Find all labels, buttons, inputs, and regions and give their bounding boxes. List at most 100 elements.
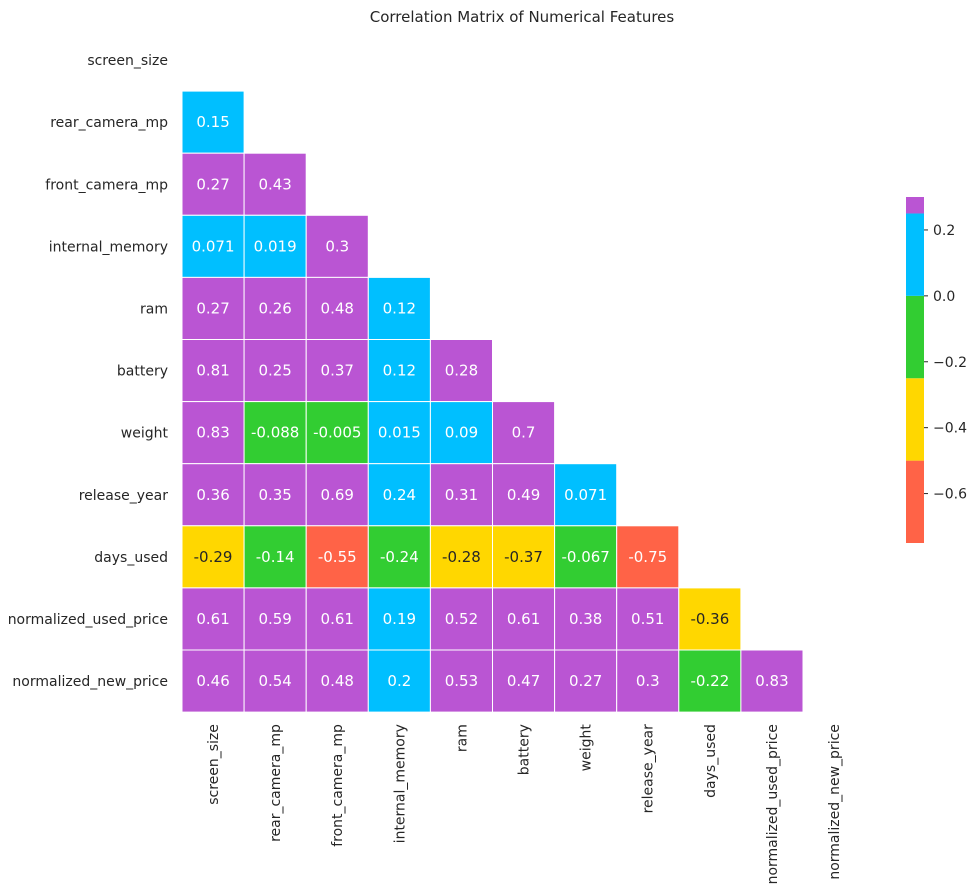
cell-value-label: 0.3 — [325, 237, 349, 255]
cell-value-label: 0.27 — [196, 175, 229, 193]
heatmap-cell-normalized-new-price-internal-memory — [367, 649, 431, 713]
cell-value-label: 0.36 — [196, 486, 229, 504]
cell-value-label: 0.019 — [254, 237, 297, 255]
heatmap-cell-normalized-new-price-days-used — [678, 649, 742, 713]
cell-value-label: 0.83 — [196, 424, 229, 442]
colorbar-segment — [906, 460, 924, 543]
cell-value-label: 0.38 — [569, 610, 602, 628]
cell-value-label: 0.25 — [258, 362, 291, 380]
cell-value-label: -0.067 — [561, 548, 609, 566]
row-label-internal-memory: internal_memory — [49, 239, 168, 255]
heatmap-cell-normalized-new-price-rear-camera-mp — [243, 649, 307, 713]
column-label-battery: battery — [517, 724, 533, 775]
heatmap-cell-normalized-new-price-normalized-used-price — [740, 649, 804, 713]
heatmap-cell-front-camera-mp-screen-size — [181, 152, 245, 216]
cell-value-label: 0.35 — [258, 486, 291, 504]
column-label-weight: weight — [579, 724, 595, 772]
cell-value-label: 0.27 — [569, 672, 602, 690]
cell-value-label: -0.088 — [251, 424, 299, 442]
cell-value-label: 0.12 — [383, 362, 416, 380]
row-label-screen-size: screen_size — [87, 53, 168, 69]
cell-value-label: 0.071 — [192, 237, 235, 255]
cell-value-label: 0.09 — [445, 424, 478, 442]
cell-value-label: 0.7 — [512, 424, 536, 442]
row-labels: screen_size rear_camera_mp front_camera_mp… — [8, 53, 169, 690]
heatmap-cell-weight-battery — [492, 401, 556, 465]
heatmap-cell-release-year-internal-memory — [367, 463, 431, 527]
colorbar-tick-label: −0.6 — [933, 487, 967, 503]
colorbar-segment — [906, 213, 924, 296]
cell-value-label: 0.54 — [258, 672, 291, 690]
row-label-rear-camera-mp: rear_camera_mp — [50, 115, 168, 131]
heatmap-cell-weight-screen-size — [181, 401, 245, 465]
column-label-screen-size: screen_size — [206, 724, 222, 805]
heatmap-cell-normalized-used-price-weight — [554, 587, 618, 651]
cell-value-label: 0.51 — [631, 610, 664, 628]
cell-value-label: 0.83 — [755, 672, 788, 690]
cell-value-label: 0.81 — [196, 362, 229, 380]
column-label-front-camera-mp: front_camera_mp — [330, 724, 346, 847]
colorbar-tick-label: −0.2 — [933, 355, 967, 371]
colorbar-segment — [906, 295, 924, 379]
colorbar-tick-label: −0.4 — [933, 421, 967, 437]
cell-value-label: -0.55 — [318, 548, 357, 566]
cell-value-label: -0.24 — [380, 548, 419, 566]
cell-value-label: 0.12 — [383, 299, 416, 317]
heatmap-cell-normalized-new-price-battery — [492, 649, 556, 713]
row-label-front-camera-mp: front_camera_mp — [45, 177, 168, 193]
colorbar-segment — [906, 378, 924, 461]
cell-value-label: 0.071 — [564, 486, 607, 504]
row-label-normalized-used-price: normalized_used_price — [8, 612, 168, 628]
heatmap-cell-normalized-new-price-release-year — [616, 649, 680, 713]
cell-value-label: 0.59 — [258, 610, 291, 628]
cell-value-label: 0.61 — [196, 610, 229, 628]
cell-value-label: 0.3 — [636, 672, 660, 690]
row-label-battery: battery — [117, 364, 168, 380]
heatmap-cell-release-year-weight — [554, 463, 618, 527]
heatmap-cell-normalized-new-price-screen-size — [181, 649, 245, 713]
row-label-days-used: days_used — [94, 550, 168, 566]
cell-value-label: 0.47 — [507, 672, 540, 690]
heatmap-cell-release-year-battery — [492, 463, 556, 527]
heatmap-cell-normalized-used-price-internal-memory — [367, 587, 431, 651]
row-label-release-year: release_year — [79, 488, 169, 504]
heatmap-cell-weight-ram — [429, 401, 493, 465]
cell-value-label: -0.29 — [194, 548, 233, 566]
heatmap-cell-battery-rear-camera-mp — [243, 339, 307, 403]
cell-value-label: -0.36 — [690, 610, 729, 628]
heatmap-cell-internal-memory-front-camera-mp — [305, 214, 369, 278]
heatmap-cell-days-used-screen-size — [181, 525, 245, 589]
heatmap-cell-battery-internal-memory — [367, 339, 431, 403]
column-label-days-used: days_used — [703, 724, 719, 798]
cell-value-label: 0.2 — [387, 672, 411, 690]
cell-value-label: 0.31 — [445, 486, 478, 504]
cell-value-label: -0.22 — [690, 672, 729, 690]
colorbar-tick-label: 0.0 — [933, 289, 955, 305]
column-label-normalized-new-price: normalized_new_price — [827, 724, 843, 880]
heatmap-cell-normalized-new-price-ram — [429, 649, 493, 713]
cell-value-label: 0.53 — [445, 672, 478, 690]
heatmap-cell-weight-rear-camera-mp — [243, 401, 307, 465]
chart-title: Correlation Matrix of Numerical Features — [370, 8, 675, 26]
column-label-internal-memory: internal_memory — [392, 724, 408, 843]
heatmap-cell-normalized-used-price-battery — [492, 587, 556, 651]
cell-value-label: 0.61 — [321, 610, 354, 628]
cell-value-label: 0.19 — [383, 610, 416, 628]
cell-value-label: 0.49 — [507, 486, 540, 504]
heatmap-cell-normalized-used-price-days-used — [678, 587, 742, 651]
heatmap-cell-rear-camera-mp-screen-size — [181, 90, 245, 154]
row-label-ram: ram — [140, 301, 168, 317]
cell-value-label: -0.14 — [256, 548, 295, 566]
heatmap-cell-release-year-screen-size — [181, 463, 245, 527]
cell-value-label: -0.37 — [504, 548, 543, 566]
heatmap-cell-normalized-new-price-front-camera-mp — [305, 649, 369, 713]
cell-value-label: 0.28 — [445, 362, 478, 380]
colorbar-segment — [906, 197, 924, 214]
heatmap-cell-normalized-used-price-front-camera-mp — [305, 587, 369, 651]
cell-value-label: 0.48 — [321, 299, 354, 317]
column-label-normalized-used-price: normalized_used_price — [765, 724, 781, 884]
cell-value-label: 0.61 — [507, 610, 540, 628]
cell-value-label: 0.48 — [321, 672, 354, 690]
column-labels: screen_size rear_camera_mp front_camera_mp… — [206, 724, 843, 885]
